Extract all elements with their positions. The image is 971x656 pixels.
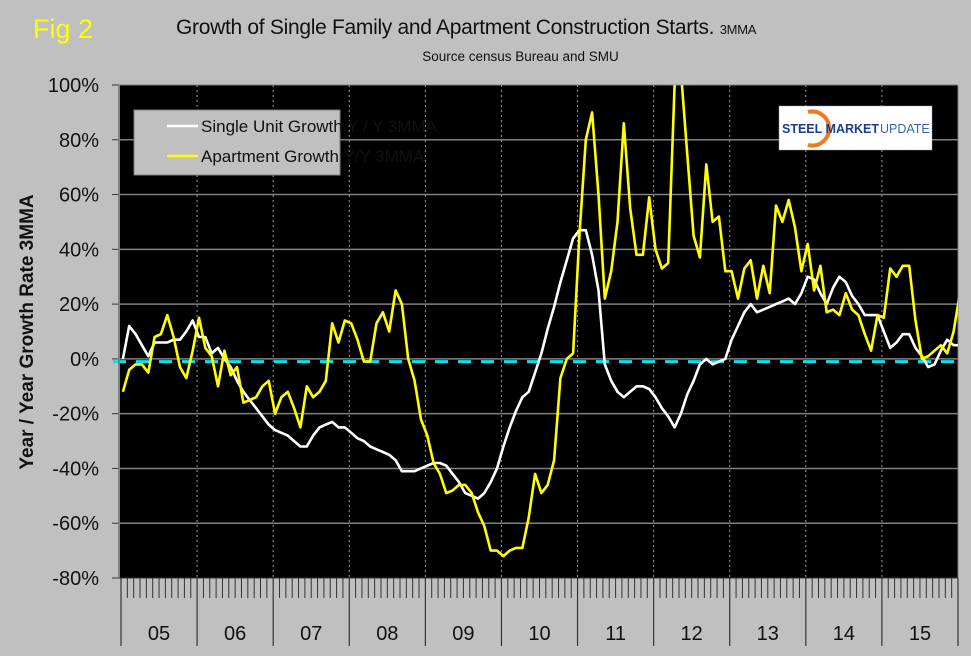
x-tick-label: 05 bbox=[148, 623, 170, 645]
y-tick-label: 60% bbox=[59, 185, 99, 207]
x-tick-label: 06 bbox=[224, 623, 246, 645]
y-tick-label: -20% bbox=[52, 404, 99, 426]
chart-title-suffix: 3MMA bbox=[719, 22, 757, 37]
legend-label-apartment: Apartment Growth Y/Y 3MMA bbox=[201, 147, 425, 166]
logo-swoosh-icon bbox=[807, 109, 832, 148]
x-tick-label: 09 bbox=[452, 623, 474, 645]
x-tick-label: 11 bbox=[605, 623, 626, 645]
x-tick-label: 10 bbox=[528, 623, 550, 645]
x-tick-label: 14 bbox=[833, 623, 855, 645]
logo-text-steel-market: STEEL MARKET bbox=[782, 122, 879, 136]
x-tick-label: 15 bbox=[909, 623, 931, 645]
chart-title-main: Growth of Single Family and Apartment Co… bbox=[176, 16, 715, 39]
figure-label: Fig 2 bbox=[33, 14, 94, 44]
x-tick-label: 12 bbox=[681, 623, 703, 645]
series-group bbox=[121, 85, 958, 558]
logo-box bbox=[778, 105, 933, 151]
y-axis-label: Year / Year Growth Rate 3MMA bbox=[17, 194, 38, 470]
series-line-apartment bbox=[121, 85, 958, 558]
chart-title: Growth of Single Family and Apartment Co… bbox=[176, 16, 756, 40]
x-axis: 05 06 07 08 09 10 11 12 13 14 15 bbox=[119, 577, 959, 646]
x-tick-label: 07 bbox=[300, 623, 322, 645]
y-tick-label: 100% bbox=[48, 75, 99, 97]
y-tick-label: 20% bbox=[59, 294, 99, 316]
x-tick-label: 13 bbox=[757, 623, 779, 645]
logo-text-update: UPDATE bbox=[880, 122, 930, 136]
y-tick-label: 80% bbox=[59, 130, 99, 152]
y-axis: 100% 80% 60% 40% 20% 0% -20% -40% -60% -80% bbox=[48, 75, 959, 590]
vertical-gridlines bbox=[196, 85, 883, 578]
steel-market-update-logo: STEEL MARKET UPDATE bbox=[778, 105, 933, 151]
series-line-single-unit bbox=[121, 228, 958, 500]
legend-box bbox=[133, 109, 341, 176]
y-tick-label: -60% bbox=[52, 513, 99, 535]
y-tick-label: 40% bbox=[59, 239, 99, 261]
chart-subtitle: Source census Bureau and SMU bbox=[422, 49, 619, 64]
y-tick-label: -40% bbox=[52, 458, 99, 480]
legend-label-single-unit: Single Unit Growth Y / Y 3MMA bbox=[201, 117, 438, 136]
x-tick-label: 08 bbox=[376, 623, 398, 645]
y-tick-label: 0% bbox=[70, 349, 99, 371]
y-tick-label: -80% bbox=[52, 568, 99, 590]
legend: Single Unit Growth Y / Y 3MMA Apartment … bbox=[133, 109, 438, 176]
